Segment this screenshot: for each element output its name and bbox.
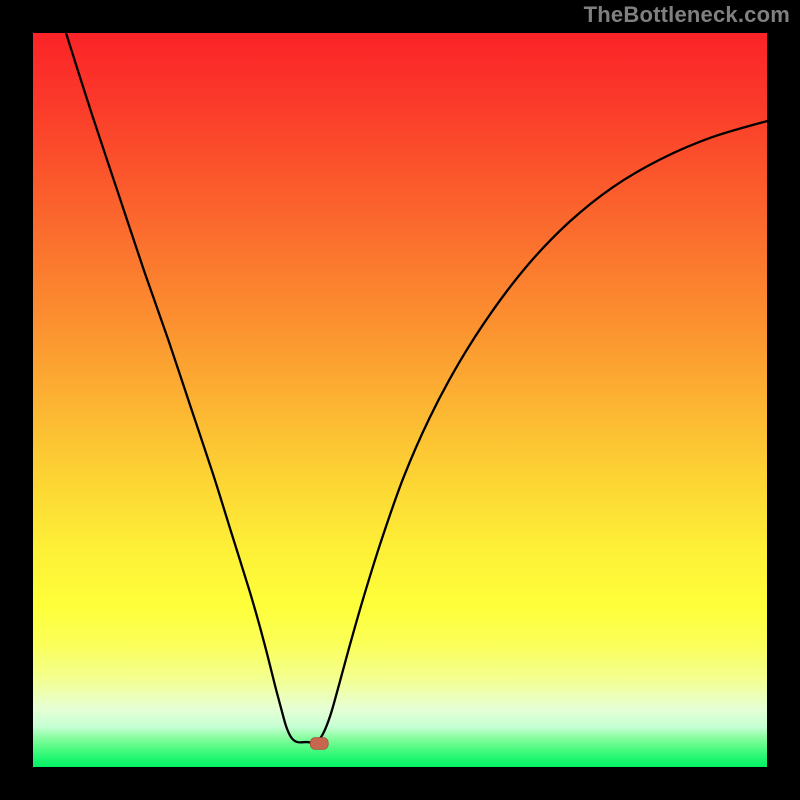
watermark-text: TheBottleneck.com bbox=[584, 2, 790, 28]
gradient-background bbox=[33, 33, 767, 767]
chart-canvas bbox=[0, 0, 800, 800]
minimum-marker bbox=[310, 738, 328, 750]
